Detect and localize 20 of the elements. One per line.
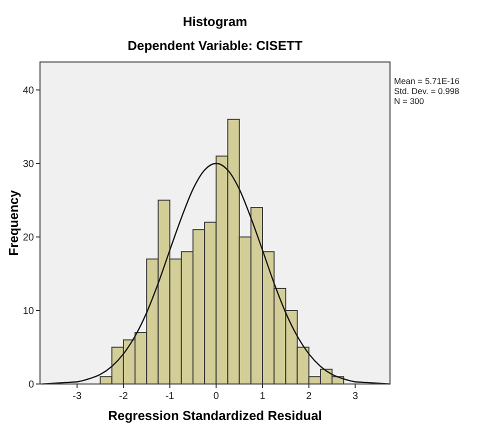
chart-title: Histogram (182, 14, 248, 29)
y-tick-label: 20 (22, 232, 34, 244)
text: N = 300 (394, 96, 424, 106)
y-axis-title: Frequency (6, 189, 21, 256)
x-tick-label: 1 (260, 391, 266, 402)
x-tick-label: 2 (306, 391, 312, 402)
y-tick-label: 30 (22, 158, 34, 170)
y-tick-label: 0 (28, 380, 34, 390)
chart-subtitle: Dependent Variable: CISETT (128, 38, 302, 53)
x-tick-label: -1 (165, 391, 175, 402)
x-tick-label: -3 (72, 391, 82, 402)
x-axis-title: Regression Standardized Residual (108, 408, 322, 423)
y-tick-label: 10 (22, 306, 34, 317)
x-tick-label: -2 (118, 391, 128, 402)
x-tick-label: 0 (213, 391, 220, 402)
x-tick-label: 3 (352, 391, 358, 402)
text: Mean = 5.71E-16 (394, 76, 460, 86)
line-series (42, 162, 391, 385)
text: Std. Dev. = 0.998 (394, 86, 460, 96)
y-tick-label: 40 (22, 85, 34, 96)
